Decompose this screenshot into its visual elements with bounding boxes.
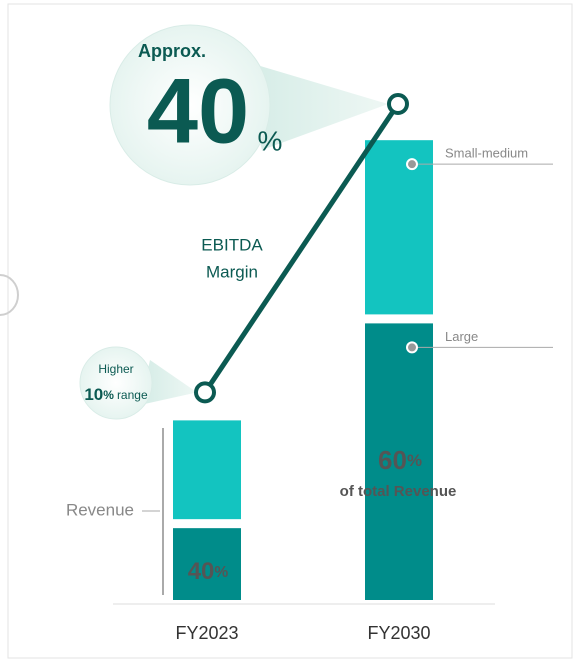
callout-unit: %: [258, 125, 283, 156]
callout-prefix: Higher: [98, 362, 133, 376]
line-label: Margin: [206, 262, 258, 281]
callout-bubble: [79, 346, 153, 420]
callout-suffix: range: [117, 388, 148, 402]
share-unit: %: [214, 564, 228, 581]
legend-dot: [406, 158, 418, 171]
callout-prefix: Approx.: [138, 41, 206, 61]
callout-number: 10: [84, 385, 103, 404]
callout-number: 40: [147, 60, 249, 162]
share-number: 40: [188, 558, 215, 585]
x-tick-label: FY2030: [367, 623, 430, 643]
legend-dot: [406, 341, 418, 354]
legend-label: Small-medium: [445, 146, 528, 161]
callout-unit: %: [103, 388, 114, 402]
share-unit: %: [407, 451, 422, 470]
margin-line: [202, 102, 401, 394]
share-label: 40%: [188, 558, 229, 585]
bar-segment: [365, 323, 433, 600]
callout-value: 10% range: [84, 385, 148, 404]
legend-label: Large: [445, 329, 478, 344]
axis-label: Revenue: [66, 500, 134, 519]
share-label: 60%: [378, 445, 422, 475]
callout-bubble: [109, 24, 271, 186]
bar-segment: [173, 420, 241, 520]
x-tick-label: FY2023: [175, 623, 238, 643]
bar-segment: [173, 528, 241, 600]
margin-point: [387, 93, 409, 115]
bar-segment: [365, 140, 433, 315]
line-label: EBITDA: [201, 235, 263, 254]
share-number: 60: [378, 445, 407, 475]
callout-pointer: [140, 360, 197, 405]
callout-pointer: [240, 60, 388, 150]
edge-arc: [0, 274, 19, 316]
margin-point: [194, 381, 216, 404]
share-text: of total Revenue: [340, 483, 457, 500]
